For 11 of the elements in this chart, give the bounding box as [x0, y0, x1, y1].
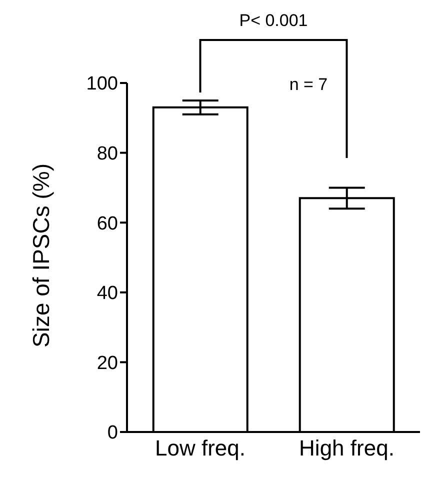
x-tick-label: High freq.: [299, 436, 394, 461]
annotation: n = 7: [289, 75, 328, 94]
y-tick-label: 60: [96, 213, 118, 234]
y-axis-title: Size of IPSCs (%): [28, 163, 54, 348]
y-tick-label: 40: [96, 283, 118, 304]
y-tick-label: 20: [96, 352, 118, 374]
y-tick-label: 0: [107, 422, 118, 444]
x-tick-label: Low freq.: [155, 436, 246, 461]
text: P< 0.001: [239, 11, 308, 30]
y-tick-label: 80: [96, 144, 118, 165]
y-tick-label: 100: [86, 74, 118, 95]
